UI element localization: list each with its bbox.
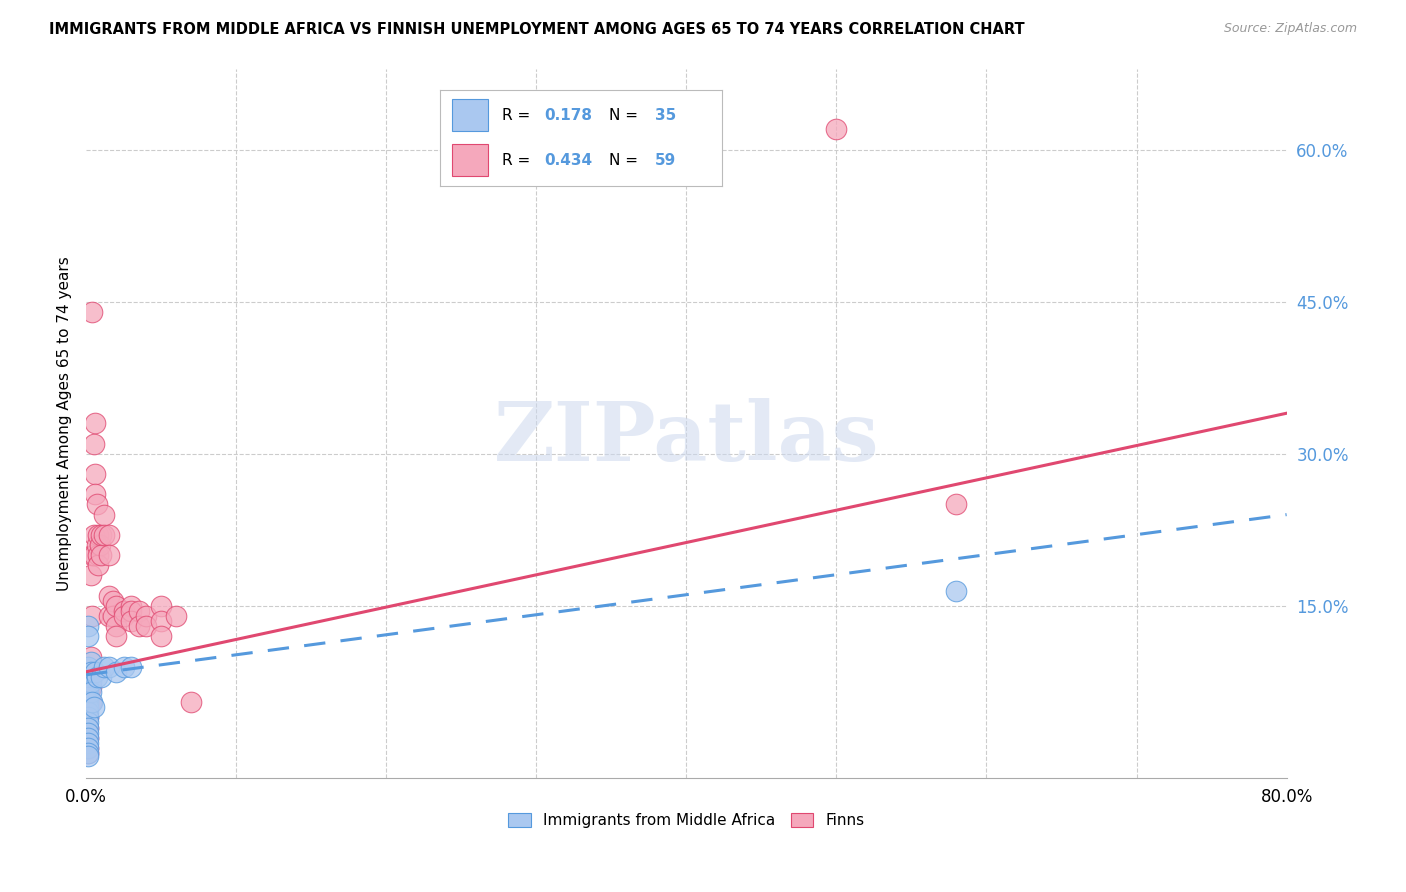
Point — [79, 665, 101, 679]
Legend: Immigrants from Middle Africa, Finns: Immigrants from Middle Africa, Finns — [502, 807, 870, 834]
Point — [97, 548, 120, 562]
Point — [76, 629, 98, 643]
Point — [76, 731, 98, 745]
Point — [150, 599, 173, 613]
Point — [97, 589, 120, 603]
Text: IMMIGRANTS FROM MIDDLE AFRICA VS FINNISH UNEMPLOYMENT AMONG AGES 65 TO 74 YEARS : IMMIGRANTS FROM MIDDLE AFRICA VS FINNISH… — [49, 22, 1025, 37]
Point — [87, 548, 110, 562]
Point — [76, 740, 98, 755]
Point — [76, 680, 98, 694]
Point — [83, 700, 105, 714]
Point — [135, 609, 157, 624]
Point — [80, 695, 103, 709]
Point — [945, 583, 967, 598]
Point — [97, 659, 120, 673]
Point — [83, 548, 105, 562]
Point — [86, 670, 108, 684]
Point — [84, 487, 107, 501]
Point — [76, 748, 98, 763]
Point — [84, 417, 107, 431]
Text: ZIPatlas: ZIPatlas — [494, 398, 879, 477]
Point — [79, 695, 101, 709]
Point — [76, 721, 98, 735]
Point — [105, 619, 128, 633]
Point — [79, 655, 101, 669]
Point — [825, 122, 848, 136]
Point — [86, 498, 108, 512]
Point — [87, 528, 110, 542]
Point — [76, 700, 98, 714]
Point — [77, 670, 100, 684]
Point — [76, 685, 98, 699]
Point — [945, 498, 967, 512]
Point — [105, 629, 128, 643]
Point — [101, 594, 124, 608]
Point — [84, 467, 107, 481]
Point — [83, 436, 105, 450]
Point — [84, 665, 107, 679]
Point — [93, 659, 115, 673]
Point — [89, 538, 111, 552]
Point — [86, 538, 108, 552]
Point — [76, 746, 98, 760]
Point — [128, 619, 150, 633]
Point — [76, 619, 98, 633]
Point — [76, 680, 98, 694]
Point — [90, 670, 112, 684]
Point — [76, 690, 98, 705]
Point — [120, 659, 142, 673]
Point — [76, 725, 98, 739]
Text: Source: ZipAtlas.com: Source: ZipAtlas.com — [1223, 22, 1357, 36]
Point — [120, 614, 142, 628]
Point — [76, 659, 98, 673]
Point — [93, 528, 115, 542]
Point — [76, 670, 98, 684]
Point — [76, 695, 98, 709]
Point — [76, 740, 98, 755]
Point — [77, 695, 100, 709]
Point — [105, 665, 128, 679]
Point — [128, 604, 150, 618]
Point — [150, 614, 173, 628]
Point — [79, 568, 101, 582]
Point — [76, 700, 98, 714]
Point — [76, 746, 98, 760]
Point — [83, 528, 105, 542]
Point — [150, 629, 173, 643]
Point — [76, 721, 98, 735]
Point — [135, 619, 157, 633]
Point — [76, 706, 98, 720]
Point — [87, 558, 110, 573]
Point — [80, 305, 103, 319]
Point — [76, 736, 98, 750]
Point — [101, 609, 124, 624]
Point — [79, 685, 101, 699]
Point — [76, 731, 98, 745]
Point — [76, 715, 98, 730]
Point — [79, 674, 101, 689]
Point — [120, 604, 142, 618]
Point — [80, 548, 103, 562]
Point — [112, 604, 135, 618]
Point — [97, 609, 120, 624]
Point — [77, 685, 100, 699]
Point — [97, 528, 120, 542]
Point — [105, 599, 128, 613]
Point — [76, 690, 98, 705]
Point — [165, 609, 187, 624]
Point — [76, 710, 98, 724]
Point — [93, 508, 115, 522]
Point — [80, 609, 103, 624]
Point — [112, 659, 135, 673]
Point — [90, 528, 112, 542]
Point — [79, 649, 101, 664]
Point — [76, 674, 98, 689]
Y-axis label: Unemployment Among Ages 65 to 74 years: Unemployment Among Ages 65 to 74 years — [58, 256, 72, 591]
Point — [180, 695, 202, 709]
Point — [79, 680, 101, 694]
Point — [90, 548, 112, 562]
Point — [120, 599, 142, 613]
Point — [76, 710, 98, 724]
Point — [112, 609, 135, 624]
